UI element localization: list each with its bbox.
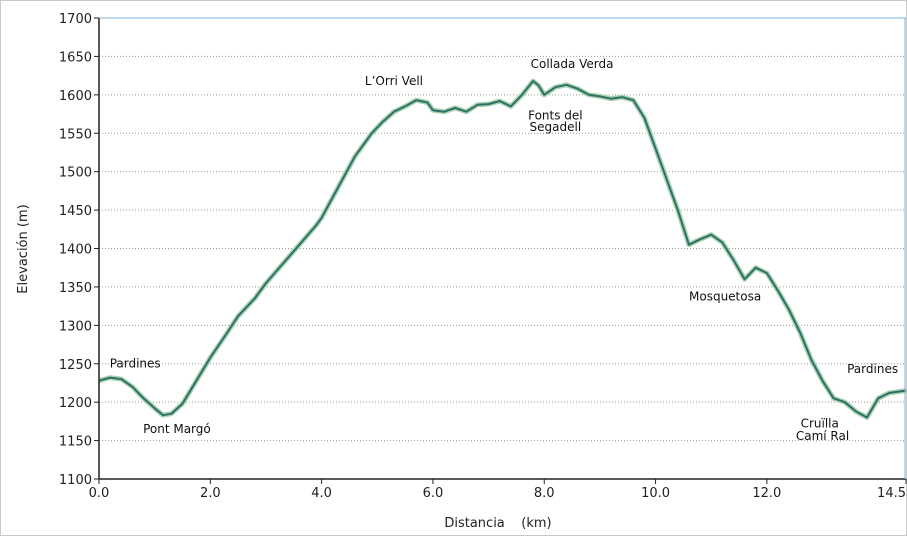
x-tick-label: 14.5 (877, 486, 906, 501)
annotation-label: Cruïlla (801, 417, 839, 431)
plot-axes (98, 17, 906, 480)
y-axis-ticks: 1100 1150 1200 1250 1300 1350 1400 1450 1500 1550… (59, 12, 99, 488)
x-tick-label: 2.0 (200, 486, 221, 501)
annotation-label: Pont Margó (143, 422, 211, 436)
y-axis-label: Elevación (m) (16, 204, 31, 293)
x-tick-label: 12.0 (752, 486, 781, 501)
y-tick-label: 1600 (59, 89, 92, 104)
annotation-label: Pardines (847, 362, 898, 376)
annotation-label: Fonts del (528, 108, 583, 122)
y-tick-label: 1100 (59, 473, 92, 488)
annotation-label: Segadell (530, 120, 582, 134)
x-axis-ticks: 0.0 2.0 4.0 6.0 8.0 10.0 12.0 14.5 (89, 479, 907, 501)
y-tick-label: 1650 (59, 50, 92, 65)
y-tick-label: 1500 (59, 166, 92, 181)
y-tick-label: 1300 (59, 319, 92, 334)
annotation-label: Camí Ral (796, 429, 849, 443)
y-tick-label: 1250 (59, 358, 92, 373)
x-axis-label: Distancia (km) (444, 516, 551, 531)
x-tick-label: 10.0 (641, 486, 670, 501)
grid-lines (99, 17, 906, 442)
elevation-profile-line (98, 80, 907, 419)
y-tick-label: 1150 (59, 435, 92, 450)
y-tick-label: 1700 (59, 12, 92, 27)
x-tick-label: 8.0 (534, 486, 555, 501)
annotation-label: Collada Verda (531, 57, 614, 71)
annotations: Pardines Pont Margó L’Orri Vell Collada Ver… (110, 57, 898, 443)
elevation-profile-shadow (98, 78, 907, 420)
annotation-label: Pardines (110, 357, 161, 371)
y-tick-label: 1450 (59, 204, 92, 219)
annotation-label: Mosquetosa (689, 290, 761, 304)
y-tick-label: 1550 (59, 127, 92, 142)
x-tick-label: 0.0 (89, 486, 110, 501)
y-tick-label: 1350 (59, 281, 92, 296)
annotation-label: L’Orri Vell (365, 74, 423, 88)
x-tick-label: 6.0 (423, 486, 444, 501)
x-tick-label: 4.0 (311, 486, 332, 501)
y-tick-label: 1200 (59, 396, 92, 411)
y-tick-label: 1400 (59, 243, 92, 258)
